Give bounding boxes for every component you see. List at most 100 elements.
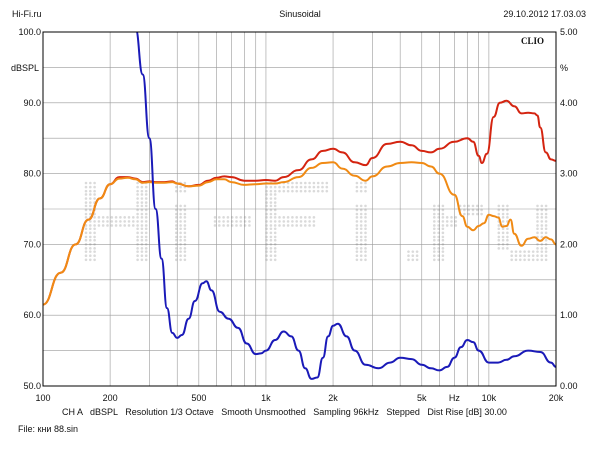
watermark-dot (89, 242, 92, 246)
watermark-dot (183, 238, 187, 242)
watermark-dot (441, 235, 445, 239)
watermark-dot (286, 185, 290, 189)
watermark-dot (144, 193, 148, 196)
watermark-dot (433, 238, 436, 242)
watermark-dot (433, 231, 436, 235)
watermark-dot (411, 250, 415, 253)
watermark-dot (527, 258, 531, 262)
watermark-dot (93, 189, 96, 193)
watermark-dot (501, 212, 505, 216)
watermark-dot (278, 216, 281, 219)
watermark-dot (295, 224, 299, 227)
watermark-dot (441, 208, 445, 212)
watermark-dot (93, 181, 96, 185)
watermark-dot (437, 224, 440, 227)
watermark-dot (308, 216, 311, 219)
watermark-dot (89, 254, 92, 258)
watermark-dot (230, 220, 234, 223)
watermark-dot (295, 181, 299, 185)
watermark-dot (540, 208, 544, 212)
watermark-dot (243, 220, 247, 223)
watermark-dot (93, 231, 96, 235)
watermark-dot (433, 258, 436, 262)
watermark-dot (89, 212, 92, 216)
watermark-dot (359, 258, 363, 262)
watermark-dot (84, 227, 88, 231)
watermark-dot (437, 238, 440, 242)
watermark-dot (506, 235, 509, 239)
watermark-dot (269, 189, 273, 193)
watermark-dot (106, 220, 109, 223)
watermark-dot (437, 208, 440, 212)
watermark-dot (536, 258, 539, 262)
tick-labels: 50.0 60.0 70.0 80.0 90.0 100.0 0.00 1.00 2.00 3.0… (11, 27, 578, 403)
watermark-dot (269, 224, 273, 227)
right-tick-label: 5.00 (560, 27, 578, 37)
watermark-dot (89, 201, 92, 204)
watermark-dot (89, 238, 92, 242)
watermark-dot (286, 220, 290, 223)
watermark-dot (265, 193, 268, 196)
watermark-dot (265, 216, 268, 219)
watermark-dot (140, 235, 144, 239)
watermark-dot (407, 254, 410, 258)
watermark-dot (144, 254, 148, 258)
watermark-dot (235, 220, 238, 223)
watermark-dot (144, 242, 148, 246)
watermark-dot (501, 242, 505, 246)
watermark-dot (467, 212, 471, 216)
watermark-dot (269, 254, 273, 258)
watermark-dot (325, 189, 329, 193)
watermark-dot (450, 216, 453, 219)
watermark-dot (140, 204, 144, 208)
watermark-dot (445, 220, 449, 223)
watermark-dot (248, 224, 251, 227)
watermark-dot (540, 242, 544, 246)
watermark-dot (544, 247, 548, 250)
watermark-dot (359, 204, 363, 208)
watermark-dot (175, 208, 178, 212)
watermark-dot (514, 254, 518, 258)
watermark-dot (140, 197, 144, 200)
watermark-dot (536, 224, 539, 227)
right-axis-unit: % (560, 63, 568, 73)
watermark-dot (273, 242, 277, 246)
watermark-dot (527, 254, 531, 258)
watermark-dot (441, 227, 445, 231)
watermark-dot (144, 208, 148, 212)
watermark-dot (308, 224, 311, 227)
watermark-dot (183, 231, 187, 235)
watermark-dot (540, 235, 544, 239)
watermark-dot (273, 258, 277, 262)
watermark-dot (437, 258, 440, 262)
watermark-dot (278, 185, 281, 189)
watermark-dot (519, 258, 522, 262)
watermark-dot (265, 250, 268, 253)
watermark-dot (218, 224, 221, 227)
watermark-dot (510, 254, 513, 258)
watermark-dot (437, 227, 440, 231)
watermark-dot (89, 204, 92, 208)
watermark-dot (273, 238, 277, 242)
watermark-dot (140, 254, 144, 258)
watermark-dot (364, 254, 367, 258)
watermark-dot (269, 235, 273, 239)
watermark-dot (312, 216, 316, 219)
watermark-dot (437, 250, 440, 253)
grid-lines (43, 32, 556, 386)
watermark-dot (222, 220, 225, 223)
watermark-dot (471, 204, 475, 208)
watermark-dot (316, 185, 320, 189)
watermark-dot (175, 247, 178, 250)
watermark-dot (230, 224, 234, 227)
watermark-dot (544, 216, 548, 219)
watermark-dot (355, 238, 359, 242)
watermark-dot (497, 224, 501, 227)
watermark-dot (476, 204, 479, 208)
left-tick-label: 80.0 (23, 169, 41, 179)
watermark-dot (89, 247, 92, 250)
watermark-dot (316, 181, 320, 185)
watermark-dot (265, 189, 268, 193)
watermark-dot (84, 193, 88, 196)
watermark-dot (463, 204, 466, 208)
